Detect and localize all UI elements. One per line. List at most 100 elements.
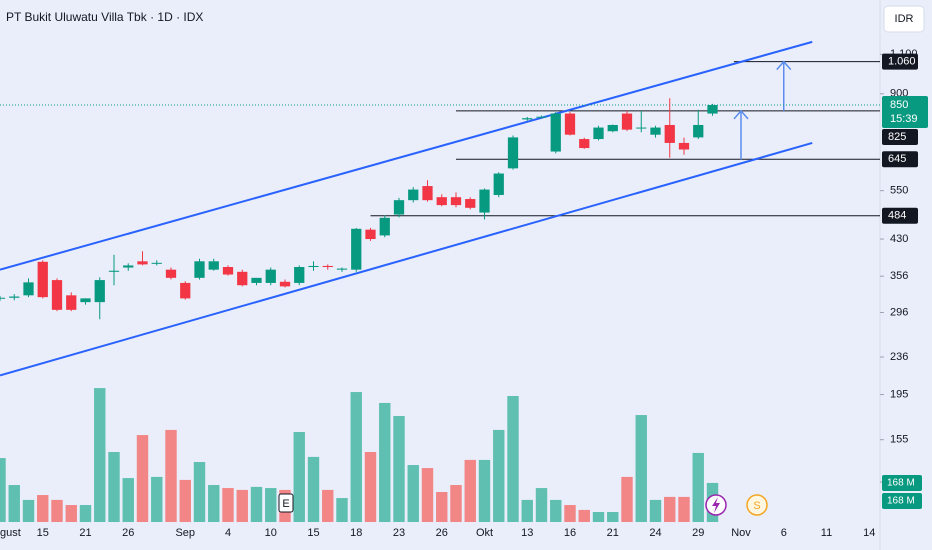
candle-body <box>408 189 419 201</box>
x-tick-label: 18 <box>350 527 362 539</box>
x-tick-label: 29 <box>692 527 704 539</box>
level-label: 645 <box>888 153 906 165</box>
volume-bar <box>550 499 562 522</box>
candle-body <box>23 282 34 296</box>
candle-body <box>579 139 590 149</box>
volume-bar <box>692 452 704 522</box>
candle-body <box>621 113 633 130</box>
candle-body <box>37 261 48 298</box>
candle-body <box>151 262 162 264</box>
volume-bar <box>37 495 49 522</box>
candle-body <box>9 296 20 298</box>
x-tick-label: Okt <box>476 527 493 539</box>
volume-bar <box>51 499 63 522</box>
x-tick-label: 4 <box>225 527 231 539</box>
candle-body <box>678 142 690 150</box>
candle-body <box>379 217 390 236</box>
level-box <box>882 129 918 146</box>
earnings-box[interactable] <box>278 493 294 513</box>
volume-bar <box>635 415 647 522</box>
candle-body <box>522 118 533 120</box>
candle-body <box>251 277 262 283</box>
earnings-label[interactable]: E <box>282 498 289 510</box>
lightning <box>712 497 720 513</box>
candle-body <box>593 127 604 140</box>
last-price-label: 850 <box>890 99 908 111</box>
level-box <box>882 53 918 70</box>
candle-body <box>507 137 519 169</box>
volume-bar <box>664 496 676 522</box>
volume-bar <box>379 402 391 522</box>
split-marker[interactable] <box>705 494 727 516</box>
x-tick-label: 15 <box>307 527 319 539</box>
volume-bar <box>607 512 619 522</box>
volume-bar <box>193 462 206 522</box>
candle-body <box>322 265 333 268</box>
candle-body <box>180 282 191 299</box>
candle-body <box>279 281 291 287</box>
candle-body <box>393 200 405 215</box>
volume-bar <box>564 505 576 522</box>
x-tick-label: 26 <box>436 527 448 539</box>
volume-box <box>882 492 922 509</box>
volume-bar <box>94 388 106 522</box>
volume-label: 168 M <box>887 478 915 489</box>
y-tick-label: 430 <box>890 233 908 245</box>
candle-body <box>137 261 148 265</box>
dividend-label[interactable]: S <box>753 500 760 512</box>
channel-line <box>0 141 813 377</box>
volume-bar <box>0 458 6 522</box>
y-tick-label: 195 <box>890 388 908 400</box>
candle-body <box>0 297 6 299</box>
candle-body <box>693 124 704 138</box>
y-tick-label: 236 <box>890 351 908 363</box>
volume-bar <box>621 476 633 522</box>
volume-bar <box>535 488 548 522</box>
candle-body <box>422 186 433 201</box>
dividend-icon[interactable] <box>746 494 768 516</box>
x-tick-label: Sep <box>175 527 195 539</box>
candle-body <box>536 116 547 118</box>
chart-title: PT Bukit Uluwatu Villa Tbk · 1D · IDX <box>6 10 203 24</box>
volume-bar <box>393 415 405 522</box>
volume-bar <box>250 486 263 522</box>
volume-bar <box>450 485 462 522</box>
last-price-box <box>882 96 928 129</box>
x-tick-label: 21 <box>607 527 619 539</box>
volume-bar <box>336 498 348 522</box>
earnings-marker[interactable]: E <box>278 493 294 513</box>
volume-bar <box>478 459 491 522</box>
volume-bar <box>322 489 334 522</box>
volume-bar <box>22 499 35 522</box>
candle-body <box>194 261 205 278</box>
x-tick-label: 13 <box>521 527 533 539</box>
candle-body <box>365 229 376 240</box>
x-tick-label: 21 <box>79 527 91 539</box>
currency-label[interactable]: IDR <box>895 13 914 25</box>
volume-bar <box>364 452 377 522</box>
candle-body <box>564 113 576 135</box>
candle-body <box>636 127 647 129</box>
candle-body <box>265 269 276 283</box>
volume-bar <box>464 459 476 522</box>
volume-bar <box>265 488 277 522</box>
volume-bar <box>578 509 590 522</box>
x-tick-label: 14 <box>863 527 875 539</box>
volume-bar <box>592 512 605 522</box>
volume-label: 168 M <box>887 496 915 507</box>
volume-bar <box>649 499 662 522</box>
x-tick-label: 15 <box>37 527 49 539</box>
plot: 1.100900550430356296236195155125gust1521… <box>0 40 928 539</box>
volume-bar <box>122 478 134 522</box>
currency-button[interactable] <box>883 5 925 33</box>
volume-bar <box>136 435 149 522</box>
level-box <box>882 207 918 224</box>
y-tick-label: 550 <box>890 185 908 197</box>
volume-bar <box>421 468 434 522</box>
volume-bar <box>678 496 690 522</box>
candle-body <box>336 268 348 270</box>
candle-body <box>707 105 718 114</box>
dividend-marker[interactable]: S <box>746 494 768 516</box>
